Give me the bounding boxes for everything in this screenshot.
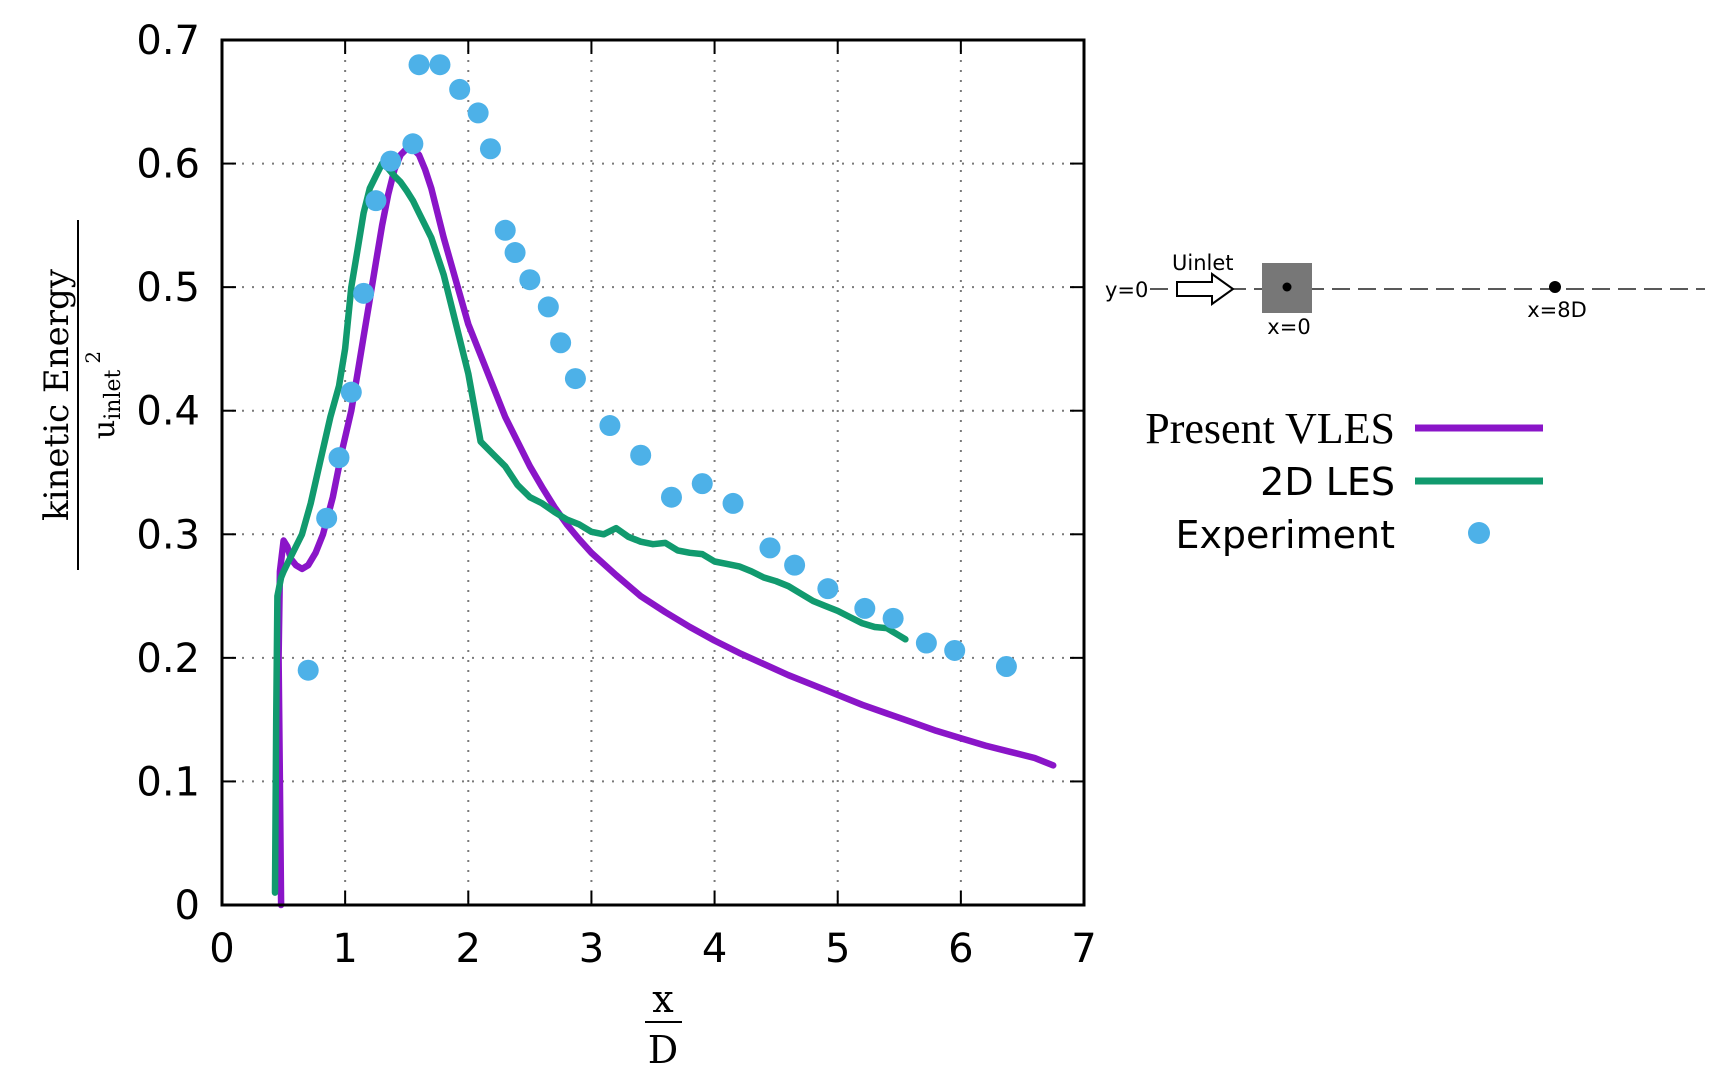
data-point-experiment (467, 102, 489, 124)
data-point-experiment (504, 242, 526, 264)
y-tick-label: 0.7 (136, 18, 200, 64)
plot-frame (220, 38, 1086, 907)
data-point-experiment (660, 486, 682, 508)
legend-label-2d-les: 2D LES (1260, 460, 1395, 504)
data-point-experiment (365, 190, 387, 212)
data-point-experiment (449, 78, 471, 100)
x-tick-label: 5 (825, 926, 850, 972)
x-tick-label: 0 (209, 926, 234, 972)
x-tick-label: 4 (702, 926, 727, 972)
grid (222, 40, 1084, 905)
data-point-experiment (882, 607, 904, 629)
legend-label-experiment: Experiment (1175, 513, 1395, 557)
y-axis-label-denominator-sub: inlet (101, 369, 126, 419)
data-point-experiment (784, 554, 806, 576)
x-tick-label: 6 (948, 926, 973, 972)
data-point-experiment (408, 54, 430, 76)
x-tick-label: 1 (332, 926, 357, 972)
schematic-origin-label: x=0 (1267, 315, 1310, 339)
legend-swatch-experiment (1468, 522, 1490, 544)
data-point-experiment (340, 381, 362, 403)
data-point-experiment (353, 282, 375, 304)
series-line-2d-les (271, 160, 909, 896)
probe-point (1549, 281, 1561, 293)
data-point-experiment (537, 296, 559, 318)
data-point-experiment (402, 133, 424, 155)
data-point-experiment (915, 632, 937, 654)
legend-label-present-vles: Present VLES (1145, 404, 1395, 453)
series-line-present-vles (275, 145, 1057, 909)
inflow-arrow-icon (1176, 272, 1235, 306)
y-tick-label: 0.4 (136, 389, 200, 435)
x-axis-label-denominator: D (648, 1028, 678, 1072)
data-point-experiment (599, 415, 621, 437)
schematic-probe-label: x=8D (1527, 298, 1587, 322)
legend: Present VLES 2D LES Experiment (1145, 404, 1543, 557)
y-axis-label-numerator: kinetic Energy (37, 268, 77, 521)
y-tick-label: 0.5 (136, 265, 200, 311)
data-point-experiment (995, 656, 1017, 678)
ticks: 0 1 2 3 4 5 6 7 0 0.1 0.2 0.3 0.4 0.5 0.6 0.7 (136, 18, 1096, 972)
y-axis-label-denominator-sup: 2 (81, 351, 105, 364)
data-point-experiment (380, 150, 402, 172)
origin-point (1282, 282, 1292, 292)
data-point-experiment (550, 332, 572, 354)
plot-area (222, 40, 1084, 905)
data-point-experiment (316, 507, 338, 529)
x-tick-label: 7 (1071, 926, 1096, 972)
y-tick-label: 0.3 (136, 512, 200, 558)
schematic-flow-label: Uinlet (1172, 251, 1234, 275)
data-point-experiment (691, 473, 713, 495)
x-axis-label: x D (645, 977, 682, 1072)
y-tick-label: 0.6 (136, 142, 200, 188)
data-point-experiment (479, 138, 501, 160)
domain-schematic: y=0 Uinlet x=0 x=8D (1105, 251, 1705, 339)
y-axis-label-denominator: uinlet 2 (81, 351, 126, 439)
data-point-experiment (494, 219, 516, 241)
y-tick-label: 0.2 (136, 636, 200, 682)
y-tick-label: 0.1 (136, 759, 200, 805)
data-point-experiment (519, 269, 541, 291)
data-point-experiment (297, 659, 319, 681)
data-point-experiment (722, 492, 744, 514)
data-point-experiment (854, 597, 876, 619)
data-point-experiment (328, 447, 350, 469)
data-point-experiment (759, 537, 781, 559)
data-point-experiment (944, 639, 966, 661)
x-axis-label-numerator: x (652, 977, 673, 1021)
y-axis-label-denominator-base: u (87, 420, 122, 439)
y-axis-label: kinetic Energy uinlet 2 (37, 220, 126, 570)
x-tick-label: 2 (456, 926, 481, 972)
schematic-y-label: y=0 (1105, 278, 1148, 302)
data-point-experiment (817, 578, 839, 600)
y-tick-label: 0 (175, 883, 200, 929)
data-point-experiment (630, 444, 652, 466)
data-point-experiment (429, 54, 451, 76)
x-tick-label: 3 (579, 926, 604, 972)
series-layer (271, 54, 1057, 909)
data-point-experiment (564, 368, 586, 390)
